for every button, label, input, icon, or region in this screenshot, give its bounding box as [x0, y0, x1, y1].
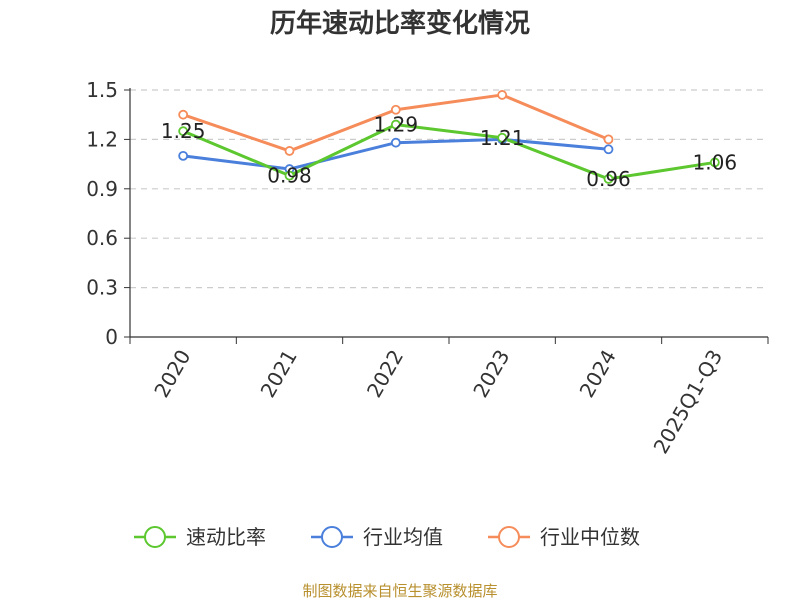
- grid: [130, 89, 768, 289]
- y-tick-label: 1.2: [86, 127, 118, 151]
- x-tick-label: 2020: [149, 346, 195, 402]
- series-point-2[interactable]: [178, 109, 189, 120]
- chart-title: 历年速动比率变化情况: [270, 8, 530, 39]
- legend-marker: [144, 526, 166, 548]
- data-label: 0.98: [267, 164, 312, 188]
- series-point-0[interactable]: [390, 119, 401, 130]
- series-point-2[interactable]: [497, 90, 508, 100]
- data-label: 0.96: [586, 167, 631, 191]
- data-label: 1.21: [480, 126, 525, 150]
- series-point-2[interactable]: [390, 104, 401, 115]
- legend-item-2[interactable]: 行业中位数: [488, 525, 640, 549]
- series-point-1[interactable]: [390, 137, 401, 148]
- series-point-0[interactable]: [284, 170, 295, 181]
- y-tick-label: 0.3: [86, 276, 118, 300]
- legend-item-0[interactable]: 速动比率: [134, 525, 266, 549]
- legend-marker: [321, 526, 343, 548]
- legend-label: 速动比率: [186, 525, 266, 549]
- legend-marker: [498, 526, 520, 548]
- legend-item-1[interactable]: 行业均值: [311, 525, 443, 549]
- x-tick-label: 2023: [468, 345, 514, 401]
- series-point-0[interactable]: [497, 132, 508, 143]
- y-tick-label: 1.5: [86, 78, 118, 102]
- x-tick-label: 2021: [256, 346, 302, 402]
- series-point-2[interactable]: [603, 134, 614, 145]
- data-label: 1.25: [161, 119, 206, 143]
- series-point-1[interactable]: [178, 150, 189, 161]
- series-point-0[interactable]: [709, 157, 720, 168]
- y-tick-label: 0.9: [86, 177, 118, 201]
- legend-label: 行业中位数: [540, 525, 640, 549]
- data-label: 1.29: [374, 113, 419, 137]
- series: [178, 90, 720, 184]
- source-note: 制图数据来自恒生聚源数据库: [302, 582, 497, 600]
- data-labels: 1.25 0.98 1.29 1.21 0.96 1.06: [161, 113, 737, 191]
- legend-label: 行业均值: [363, 525, 443, 549]
- data-label: 1.06: [693, 150, 738, 174]
- series-line-0: [182, 123, 716, 181]
- y-tick-label: 0.6: [86, 226, 118, 250]
- series-point-2[interactable]: [284, 146, 295, 156]
- x-tick-label: 2024: [575, 346, 621, 402]
- series-point-1[interactable]: [603, 144, 614, 155]
- y-tick-label: 0: [105, 325, 118, 349]
- x-tick-label: 2025Q1-Q3: [648, 346, 727, 458]
- x-tick-label: 2022: [362, 346, 408, 402]
- legend[interactable]: 速动比率 行业均值 行业中位数: [134, 525, 640, 549]
- series-point-0[interactable]: [603, 174, 614, 184]
- series-point-0[interactable]: [178, 126, 189, 137]
